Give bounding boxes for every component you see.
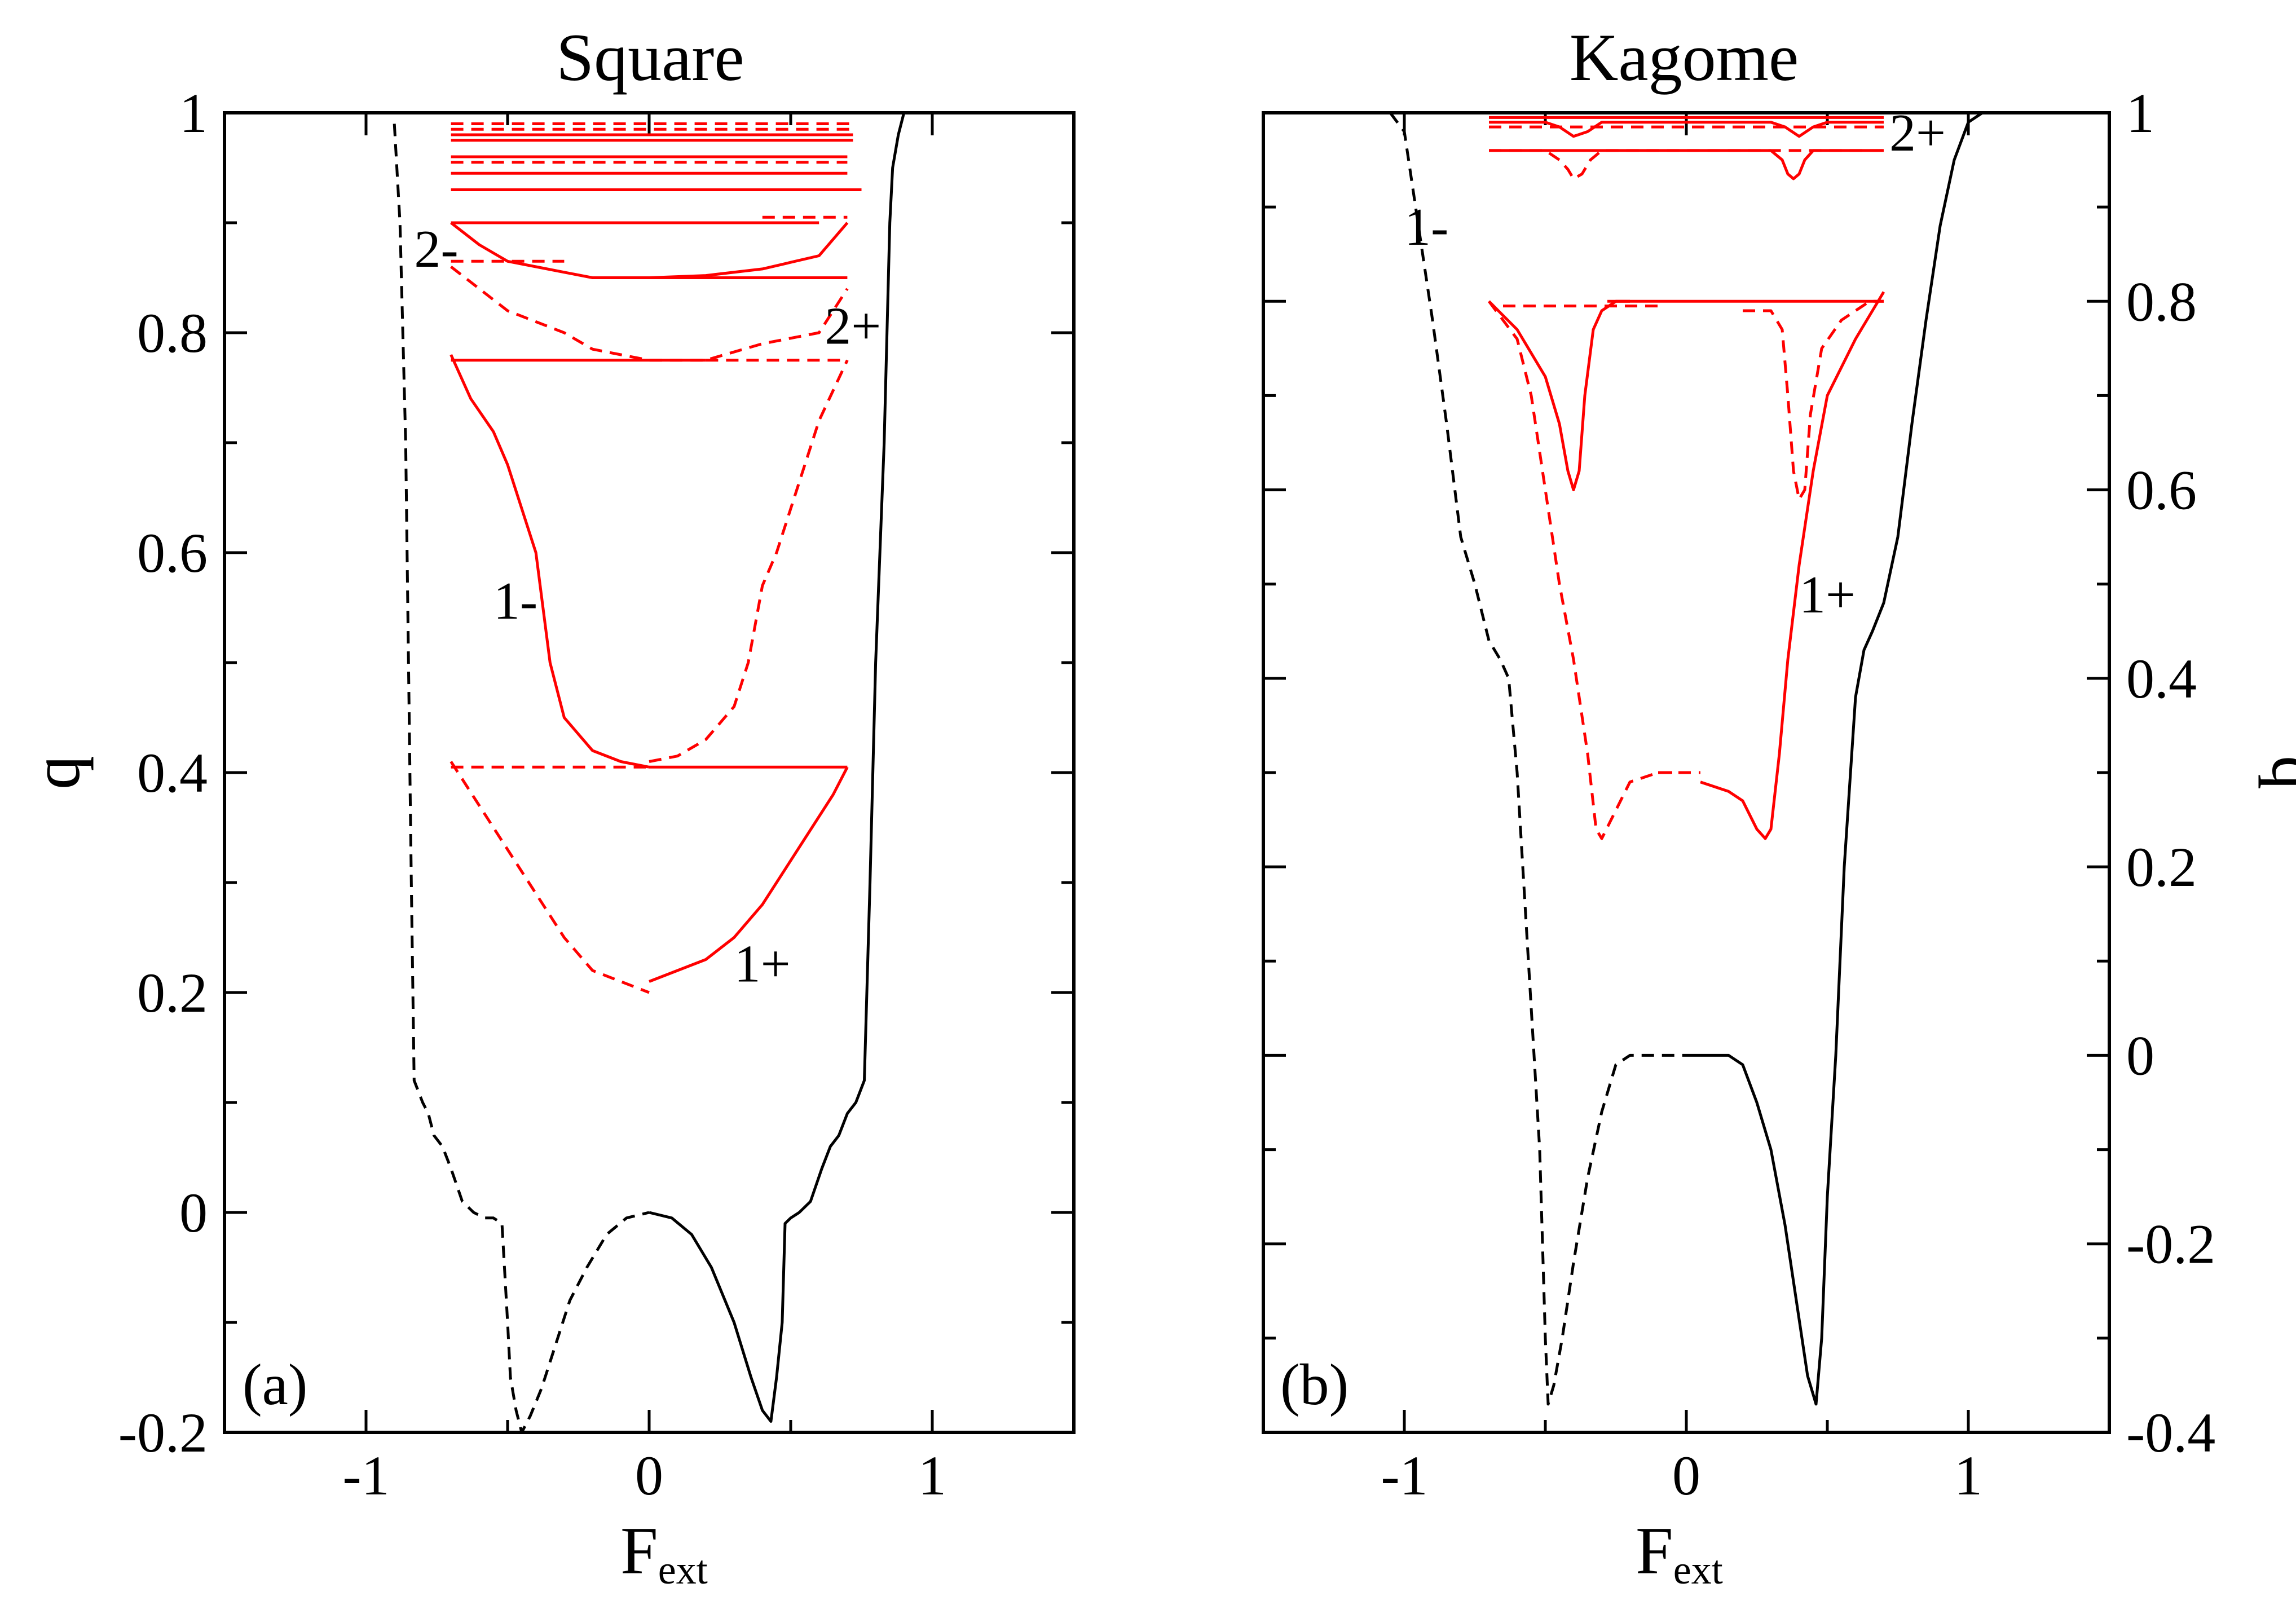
series-line	[450, 266, 849, 362]
y-tick-label: 0	[2126, 1024, 2154, 1087]
x-tick-label: 1	[1954, 1444, 1982, 1507]
series-line	[649, 359, 849, 763]
series-line	[449, 354, 650, 769]
y-tick-label: -0.2	[118, 1401, 208, 1464]
y-tick-label: 0.8	[137, 302, 208, 364]
y-axis-label-square: q	[19, 756, 94, 790]
series-line	[450, 222, 849, 279]
x-tick-label: -1	[1381, 1444, 1427, 1507]
x-tick-label: 1	[918, 1444, 946, 1507]
x-tick-label: -1	[342, 1444, 389, 1507]
series-line	[1700, 291, 1885, 840]
ticks-kagome: -1 0 1 -0.4 -0.2 0 0.2 0.4 0.6 0.8 1	[1262, 82, 2215, 1507]
panel-label-b: (b)	[1280, 1352, 1348, 1417]
series-line	[1489, 121, 1884, 138]
x-axis-label-main: F	[620, 1513, 658, 1588]
series-line	[1488, 299, 1630, 492]
x-axis-label-sub: ext	[658, 1547, 708, 1593]
series-line	[649, 112, 906, 1423]
x-axis-label-kagome: Fext	[1636, 1513, 1723, 1593]
y-tick-label: 1	[179, 82, 208, 144]
curve-annotation: 1-	[1404, 198, 1448, 257]
y-tick-label: 0.6	[2126, 459, 2197, 522]
chart-title-kagome: Kagome	[1570, 20, 1799, 95]
y-tick-label: 1	[2126, 82, 2154, 144]
y-tick-label: 0.8	[2126, 270, 2197, 333]
series-line	[1743, 299, 1884, 501]
curve-annotation: 2+	[825, 297, 881, 356]
series-line	[1389, 112, 1686, 1406]
x-tick-label: 0	[635, 1444, 663, 1507]
x-axis-label-square: Fext	[620, 1513, 708, 1593]
x-axis-label-sub: ext	[1673, 1547, 1723, 1593]
series-line	[393, 124, 650, 1434]
y-tick-label: 0.6	[137, 522, 208, 584]
y-tick-label: 0.4	[137, 742, 208, 804]
data-lines-square: 2- 2+ 1- 1+	[224, 111, 1074, 1434]
y-tick-label: 0.4	[2126, 647, 2197, 710]
y-tick-label: 0.2	[137, 962, 208, 1024]
data-lines-kagome: 1- 2+ 1+	[1263, 104, 2109, 1406]
y-tick-label: 0.2	[2126, 836, 2197, 898]
panel-label-a: (a)	[243, 1352, 307, 1417]
series-line	[1686, 111, 1997, 1406]
chart-panel-kagome: Kagome -1 0 1 -0.4 -0.2 0 0.2 0.4 0.6 0.8 1 1- 2+ 1+…	[1262, 20, 2296, 1593]
y-tick-label: -0.2	[2126, 1213, 2215, 1276]
y-tick-label: -0.4	[2126, 1401, 2215, 1464]
ticks-square: -1 0 1 -0.2 0 0.2 0.4 0.6 0.8 1	[118, 82, 1076, 1507]
series-line	[449, 761, 650, 994]
series-line	[1487, 300, 1672, 840]
chart-panel-square: Square -1 0 1 -0.2 0 0.2 0.4 0.6 0.8 1 2- 2+ 1- 1+ (…	[19, 20, 1076, 1593]
y-axis-label-kagome: q	[2258, 756, 2296, 790]
series-line	[1489, 149, 1884, 180]
chart-title-square: Square	[556, 20, 744, 95]
x-tick-label: 0	[1672, 1444, 1700, 1507]
curve-annotation: 2-	[414, 220, 458, 279]
curve-annotation: 1+	[734, 935, 791, 994]
y-tick-label: 0	[179, 1181, 208, 1244]
x-axis-label-main: F	[1636, 1513, 1673, 1588]
curve-annotation: 1+	[1799, 566, 1856, 624]
curve-annotation: 1-	[493, 572, 537, 630]
series-line	[649, 766, 849, 983]
curve-annotation: 2+	[1889, 104, 1946, 162]
